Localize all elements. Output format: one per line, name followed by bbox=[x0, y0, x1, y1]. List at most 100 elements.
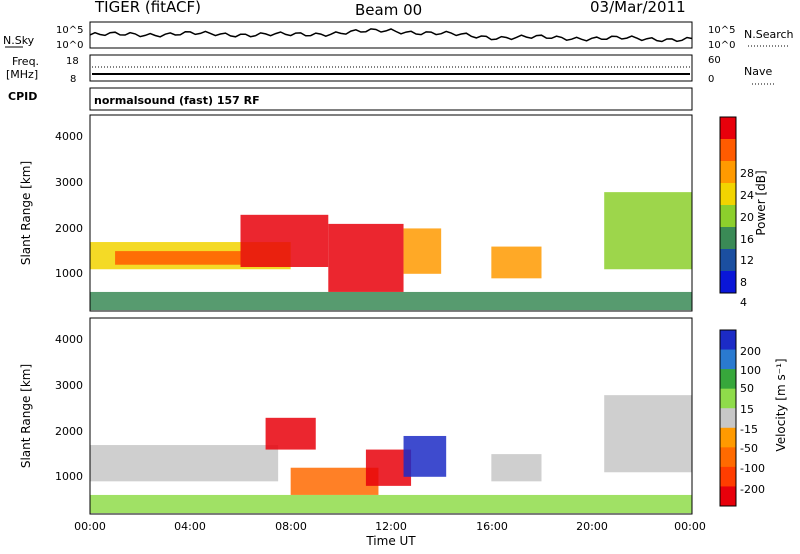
velocity-ytick-2000: 2000 bbox=[55, 425, 83, 438]
x-tick-00: 00:00 bbox=[74, 520, 106, 533]
velocity-cbar-tick-minus100: -100 bbox=[740, 462, 765, 475]
colorbar-swatch bbox=[720, 466, 736, 487]
power-cbar-tick-16: 16 bbox=[740, 233, 754, 246]
colorbar-swatch bbox=[720, 161, 736, 184]
nave-tick-low: 0 bbox=[708, 74, 714, 85]
cpid-text: normalsound (fast) 157 RF bbox=[94, 94, 260, 107]
nsky-tick-high: 10^5 bbox=[56, 25, 83, 36]
velocity-cbar-tick-50: 50 bbox=[740, 382, 754, 395]
heatmap-region bbox=[491, 454, 542, 482]
colorbar-outline bbox=[719, 116, 737, 294]
cpid-label: CPID bbox=[8, 90, 37, 103]
velocity-panel: Slant Range [km] 4000 3000 2000 1000 Vel… bbox=[19, 317, 788, 515]
power-frame bbox=[89, 114, 693, 312]
nsky-panel: N.Sky 10^5 10^0 10^5 10^0 N.Search bbox=[3, 21, 794, 51]
velocity-cbar-tick-15: 15 bbox=[740, 403, 754, 416]
freq-frame bbox=[89, 54, 693, 82]
colorbar-swatch bbox=[720, 388, 736, 409]
heatmap-region bbox=[403, 435, 447, 477]
colorbar-swatch bbox=[720, 183, 736, 206]
freq-tick-high: 18 bbox=[66, 56, 79, 67]
heatmap-region bbox=[604, 395, 692, 473]
velocity-ytick-3000: 3000 bbox=[55, 379, 83, 392]
x-tick-20: 20:00 bbox=[576, 520, 608, 533]
nsearch-tick-high: 10^5 bbox=[708, 25, 735, 36]
x-tick-24: 00:00 bbox=[674, 520, 706, 533]
nsky-series-line bbox=[89, 28, 693, 43]
heatmap-region bbox=[328, 223, 404, 292]
x-tick-16: 16:00 bbox=[476, 520, 508, 533]
colorbar-swatch bbox=[720, 117, 736, 140]
velocity-heatmap bbox=[90, 395, 692, 514]
nsearch-label: N.Search bbox=[744, 28, 794, 41]
colorbar-swatch bbox=[720, 447, 736, 468]
beam-title: Beam 00 bbox=[355, 1, 422, 19]
velocity-cbar-tick-minus15: -15 bbox=[740, 423, 758, 436]
colorbar-swatch bbox=[720, 349, 736, 370]
power-ytick-3000: 3000 bbox=[55, 176, 83, 189]
colorbar-outline bbox=[719, 329, 737, 507]
x-tick-04: 04:00 bbox=[174, 520, 206, 533]
freq-unit-label: [MHz] bbox=[6, 68, 38, 81]
colorbar-swatch bbox=[720, 205, 736, 228]
velocity-colorbar bbox=[719, 329, 737, 507]
station-title: TIGER (fitACF) bbox=[94, 0, 201, 16]
power-heatmap bbox=[90, 192, 692, 311]
x-tick-08: 08:00 bbox=[275, 520, 307, 533]
power-cbar-tick-28: 28 bbox=[740, 167, 754, 180]
power-cbar-tick-8: 8 bbox=[740, 276, 747, 289]
power-ytick-2000: 2000 bbox=[55, 222, 83, 235]
velocity-ylabel: Slant Range [km] bbox=[19, 364, 33, 468]
x-axis: 00:00 04:00 08:00 12:00 16:00 20:00 00:0… bbox=[74, 520, 706, 548]
heatmap-region bbox=[115, 251, 241, 265]
velocity-cbar-tick-minus200: -200 bbox=[740, 483, 765, 496]
freq-panel: Freq. [MHz] 18 8 60 0 Nave bbox=[6, 54, 775, 85]
colorbar-swatch bbox=[720, 369, 736, 390]
cpid-panel: CPID normalsound (fast) 157 RF bbox=[8, 87, 693, 111]
cpid-frame bbox=[89, 87, 693, 111]
velocity-cbar-tick-200: 200 bbox=[740, 345, 761, 358]
freq-tick-low: 8 bbox=[70, 74, 76, 85]
nsky-label: N.Sky bbox=[3, 34, 35, 47]
colorbar-swatch bbox=[720, 408, 736, 429]
power-colorbar bbox=[719, 116, 737, 294]
nsky-tick-low: 10^0 bbox=[56, 40, 83, 51]
power-cbar-tick-20: 20 bbox=[740, 211, 754, 224]
date-title: 03/Mar/2011 bbox=[590, 0, 686, 16]
colorbar-swatch bbox=[720, 227, 736, 250]
heatmap-region bbox=[290, 467, 379, 495]
heatmap-region bbox=[265, 417, 316, 450]
x-axis-label: Time UT bbox=[365, 534, 416, 548]
velocity-frame bbox=[89, 317, 693, 515]
x-tick-12: 12:00 bbox=[375, 520, 407, 533]
nsky-frame bbox=[89, 21, 693, 49]
colorbar-swatch bbox=[720, 486, 736, 507]
velocity-cbar-tick-minus50: -50 bbox=[740, 442, 758, 455]
power-panel: Slant Range [km] 4000 3000 2000 1000 Pow… bbox=[19, 114, 768, 312]
colorbar-swatch bbox=[720, 249, 736, 272]
heatmap-region bbox=[90, 494, 692, 514]
power-colorbar-label: Power [dB] bbox=[754, 170, 768, 235]
heatmap-region bbox=[604, 192, 692, 270]
heatmap-region bbox=[403, 228, 442, 274]
nave-label: Nave bbox=[744, 65, 772, 78]
velocity-cbar-tick-100: 100 bbox=[740, 364, 761, 377]
heatmap-region bbox=[90, 445, 279, 482]
heatmap-region bbox=[491, 246, 542, 279]
power-cbar-tick-4: 4 bbox=[740, 296, 747, 309]
nsearch-tick-low: 10^0 bbox=[708, 40, 735, 51]
velocity-colorbar-label: Velocity [m s⁻¹] bbox=[774, 358, 788, 451]
power-ylabel: Slant Range [km] bbox=[19, 161, 33, 265]
freq-label: Freq. bbox=[12, 55, 39, 68]
colorbar-swatch bbox=[720, 271, 736, 294]
power-cbar-tick-12: 12 bbox=[740, 254, 754, 267]
heatmap-region bbox=[90, 291, 692, 311]
velocity-ytick-1000: 1000 bbox=[55, 470, 83, 483]
colorbar-swatch bbox=[720, 427, 736, 448]
velocity-ytick-4000: 4000 bbox=[55, 333, 83, 346]
power-ytick-1000: 1000 bbox=[55, 267, 83, 280]
colorbar-swatch bbox=[720, 139, 736, 162]
power-cbar-tick-24: 24 bbox=[740, 189, 754, 202]
nave-tick-high: 60 bbox=[708, 55, 721, 66]
